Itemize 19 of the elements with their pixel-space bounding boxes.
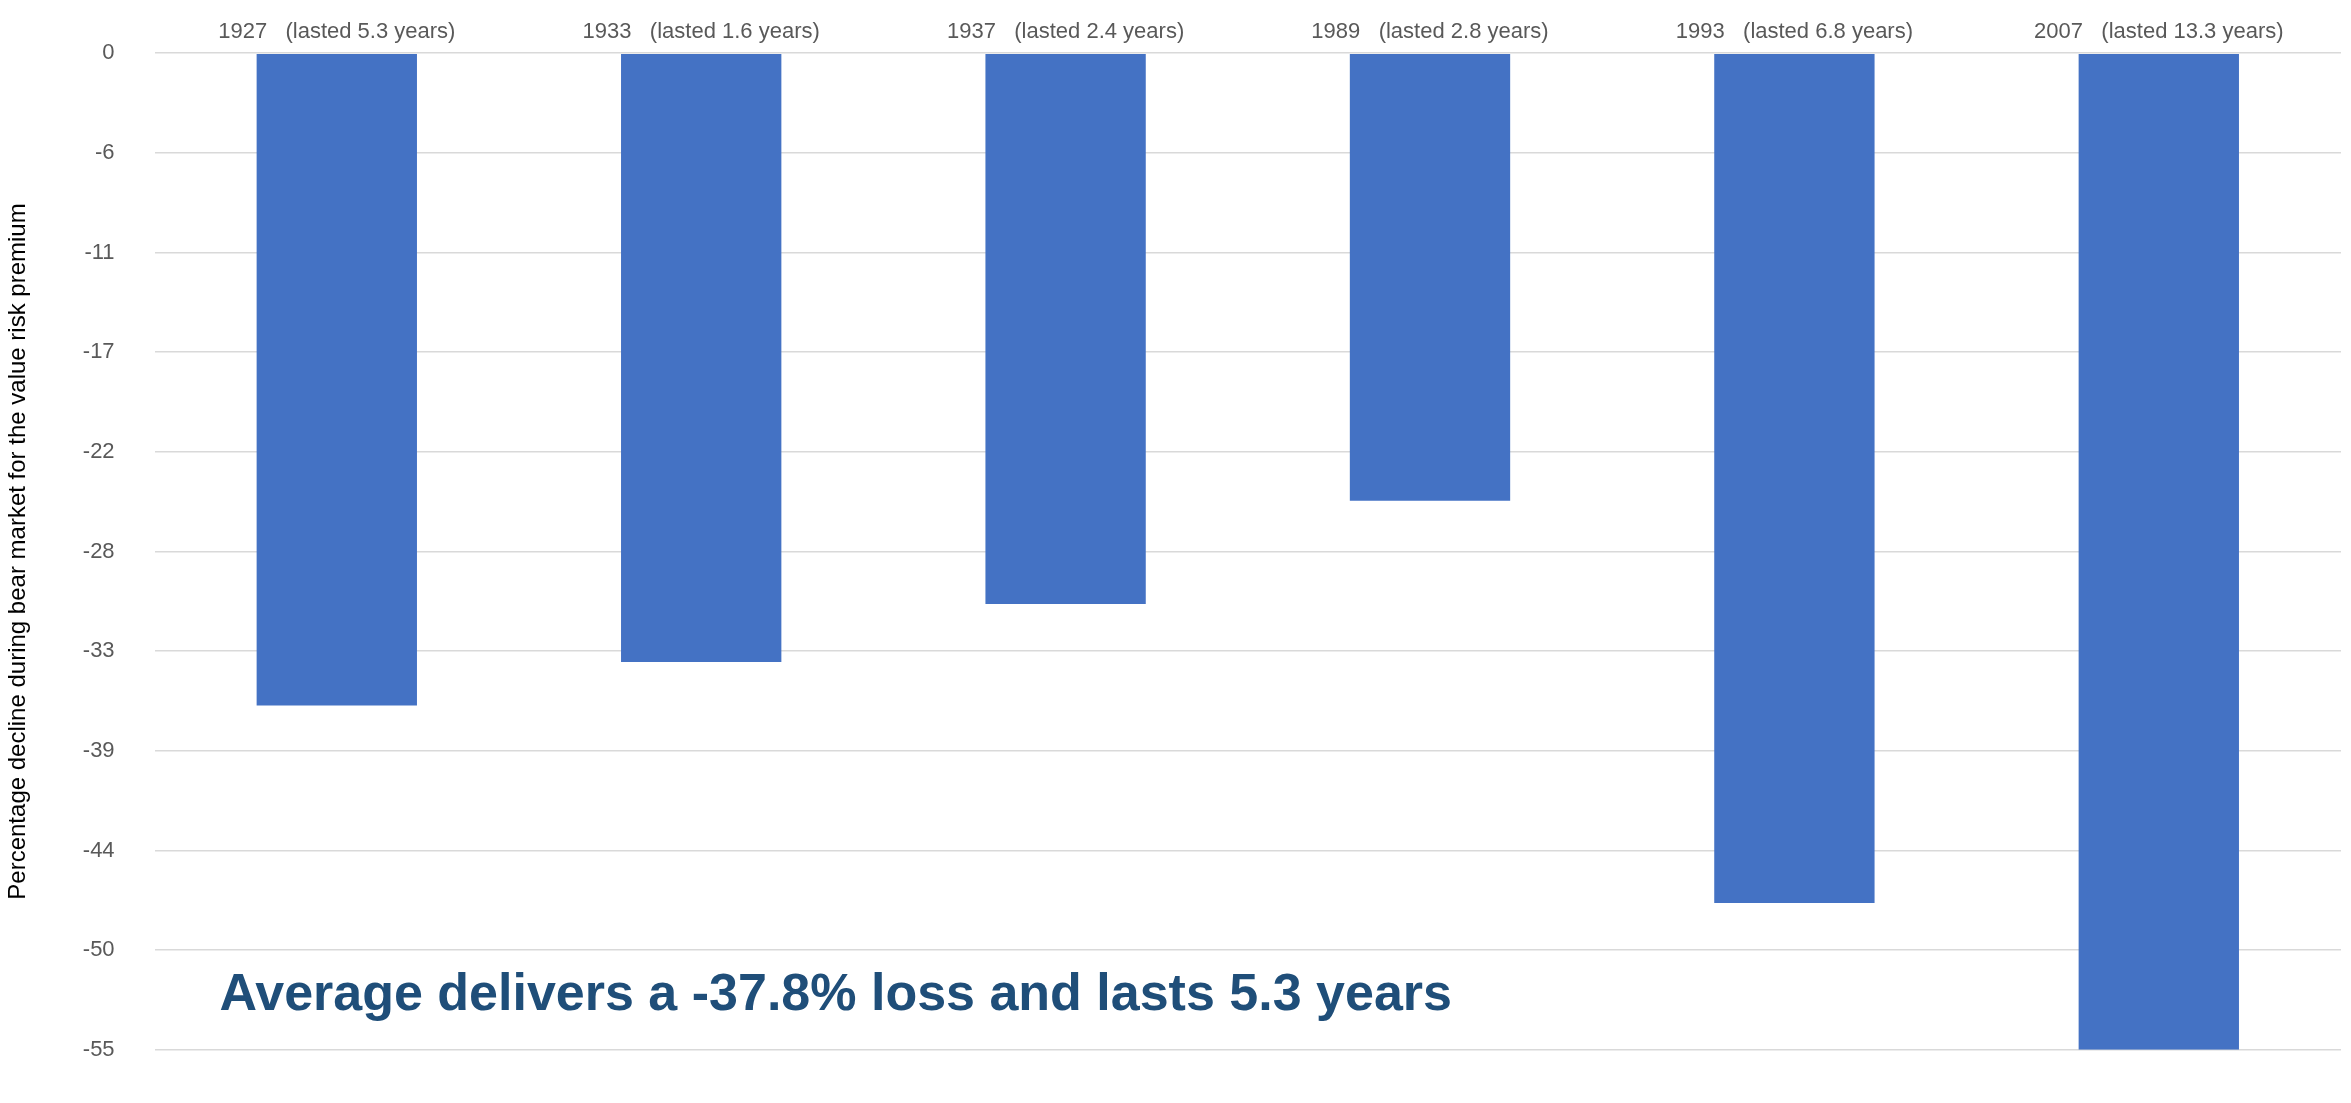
y-tick-label: -55: [82, 1035, 115, 1061]
y-tick-label: -28: [82, 537, 115, 563]
x-tick-label: 2007 (lasted 13.3 years): [2034, 18, 2284, 44]
y-tick-label: -50: [82, 936, 115, 962]
y-axis-title: Percentage decline during bear market for the value risk premium: [3, 203, 31, 900]
y-tick-label: -39: [82, 736, 115, 762]
y-tick-label: -22: [82, 437, 115, 463]
y-tick-label: -17: [82, 338, 115, 364]
y-tick-label: -33: [82, 637, 115, 663]
x-tick-label: 1989 (lasted 2.8 years): [1311, 18, 1549, 44]
y-tick-label: 0: [102, 39, 115, 65]
annotation: Average delivers a -37.8% loss and lasts 5.3 years: [219, 962, 1452, 1021]
y-tick-label: -44: [82, 836, 115, 862]
x-tick-label: 1937 (lasted 2.4 years): [946, 18, 1185, 44]
x-tick-label: 1933 (lasted 1.6 years): [582, 18, 820, 44]
y-tick-label: -6: [95, 138, 115, 164]
x-tick-label: 1993 (lasted 6.8 years): [1675, 18, 1914, 44]
x-tick-label: 1927 (lasted 5.3 years): [218, 18, 456, 44]
y-tick-label: -11: [84, 238, 115, 264]
